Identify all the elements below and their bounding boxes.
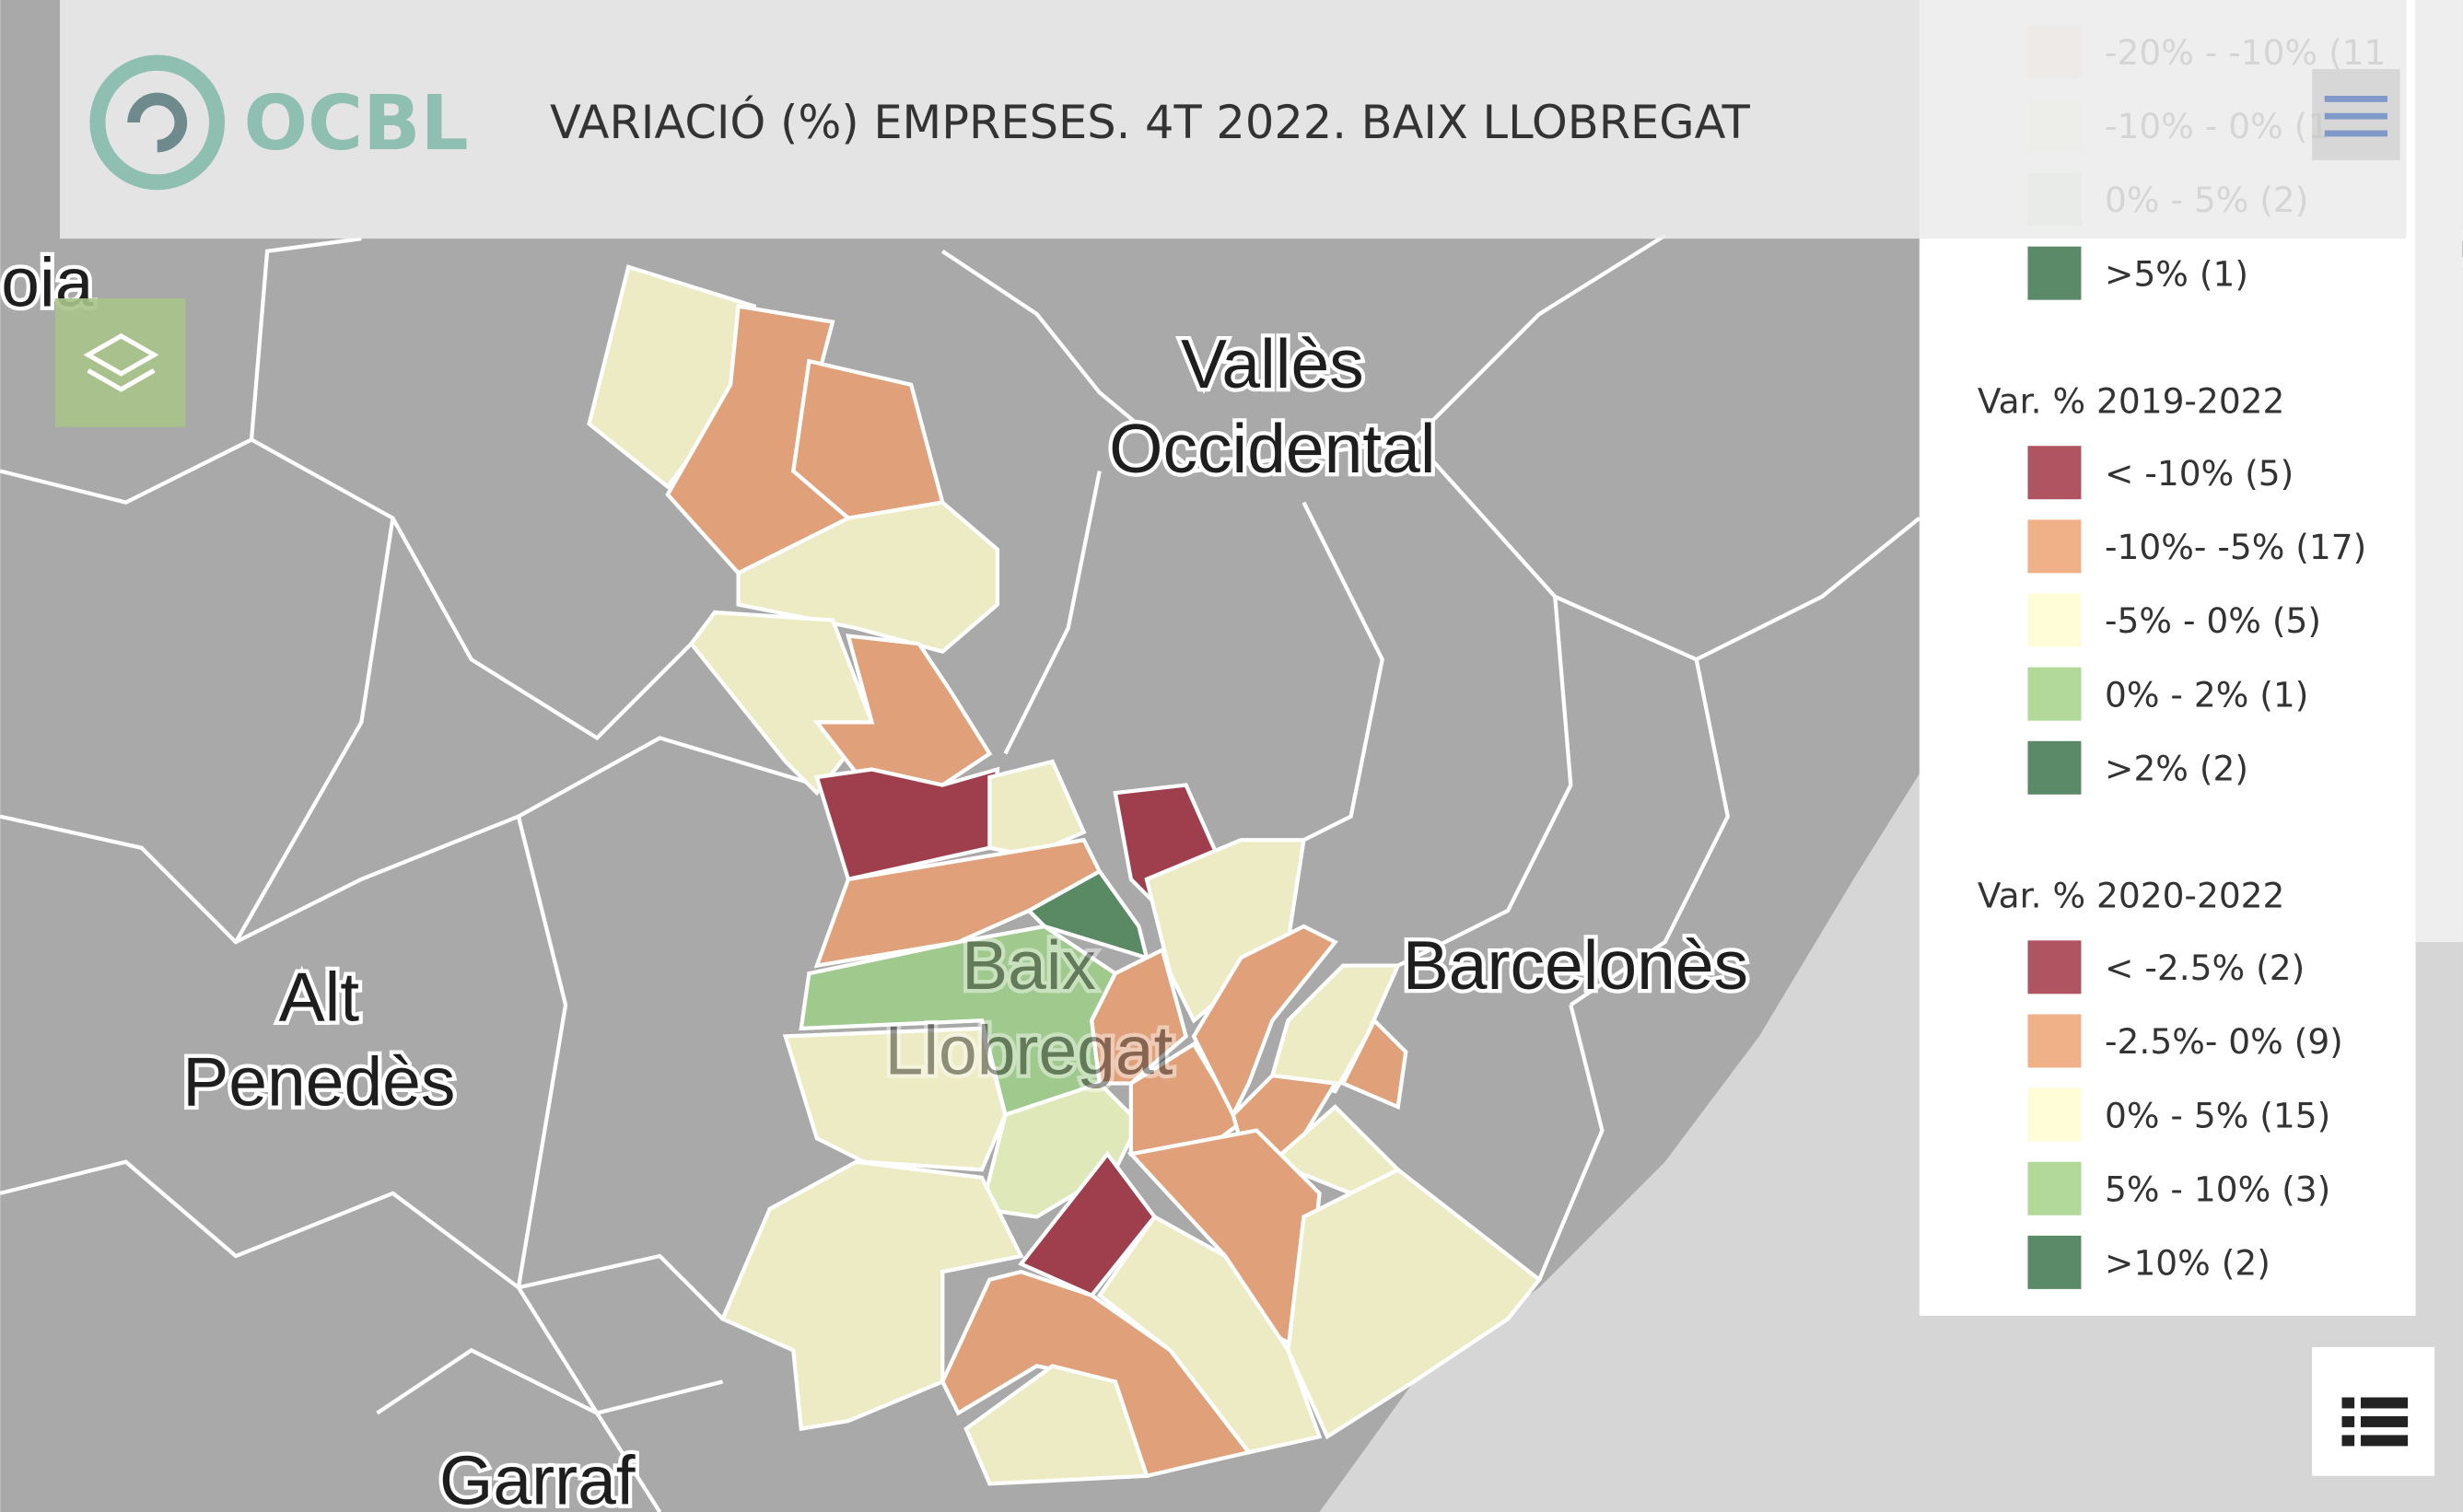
list-icon	[2341, 1415, 2355, 1427]
region-label: Llobregat	[885, 1011, 1173, 1088]
region-label: Baix	[962, 926, 1096, 1004]
legend-swatch	[2027, 519, 2082, 574]
menu-line	[2324, 130, 2387, 137]
menu-line	[2324, 112, 2387, 120]
legend-swatch	[2027, 1235, 2082, 1289]
legend-title: Var. % 2019-2022	[1978, 380, 2285, 421]
layers-icon	[83, 332, 159, 377]
logo-mark	[89, 54, 226, 191]
legend-label: -10%- -5% (17)	[2105, 527, 2366, 567]
region-label: Barcelonès	[1403, 926, 1748, 1004]
legend-swatch	[2027, 593, 2082, 647]
legend-label: 0% - 5% (15)	[2105, 1095, 2330, 1135]
map-labels: oiaVallèsOccidentalAltPenedèsBaixLlobreg…	[0, 208, 2463, 1512]
list-icon	[2341, 1397, 2355, 1409]
region-label: Penedès	[182, 1042, 455, 1120]
list-icon	[2360, 1415, 2409, 1427]
legend-swatch	[2027, 1087, 2082, 1142]
municipalities	[587, 264, 1543, 1486]
region-label: Occidental	[1109, 410, 1435, 487]
legend-label: 0% - 2% (1)	[2105, 674, 2308, 715]
legend-toggle-bg[interactable]	[2312, 1346, 2435, 1476]
legend-swatch	[2027, 740, 2082, 795]
legend-label: >2% (2)	[2105, 748, 2248, 788]
header-bar	[60, 0, 2407, 239]
layers-button[interactable]	[54, 297, 186, 427]
menu-button[interactable]	[2312, 69, 2400, 160]
list-icon	[2341, 1435, 2355, 1447]
page-title: VARIACIÓ (%) EMPRESES. 4T 2022. BAIX LLO…	[550, 95, 1751, 149]
legend-swatch	[2027, 940, 2082, 994]
region-label: Vallès	[1181, 325, 1364, 402]
layers-icon	[87, 368, 156, 392]
legend-swatch	[2027, 446, 2082, 500]
layers-bg[interactable]	[54, 297, 186, 427]
legend-label: < -10% (5)	[2105, 453, 2294, 494]
legend-label: -5% - 0% (5)	[2105, 600, 2321, 641]
menu-line	[2324, 96, 2387, 102]
legend-label: >5% (1)	[2105, 253, 2248, 294]
region-label: Alt	[279, 958, 360, 1035]
list-icon	[2360, 1435, 2409, 1447]
legend-swatch	[2027, 667, 2082, 721]
list-icon	[2360, 1397, 2409, 1409]
logo-text: OCBL	[243, 80, 468, 168]
boundaries	[0, 233, 1921, 1512]
region-label: Garraf	[439, 1441, 636, 1512]
scrollbar	[2415, 0, 2463, 943]
logo-swirl	[127, 92, 188, 153]
legend-label: >10% (2)	[2105, 1243, 2270, 1284]
legend-label: < -2.5% (2)	[2105, 948, 2305, 988]
legend-toggle[interactable]	[2312, 1346, 2435, 1476]
legend-swatch	[2027, 246, 2082, 300]
legend-swatch	[2027, 1014, 2082, 1068]
legend-title: Var. % 2020-2022	[1978, 876, 2285, 916]
legend-label: 5% - 10% (3)	[2105, 1169, 2330, 1209]
legend-swatch	[2027, 1161, 2082, 1215]
legend-label: -2.5%- 0% (9)	[2105, 1021, 2343, 1062]
